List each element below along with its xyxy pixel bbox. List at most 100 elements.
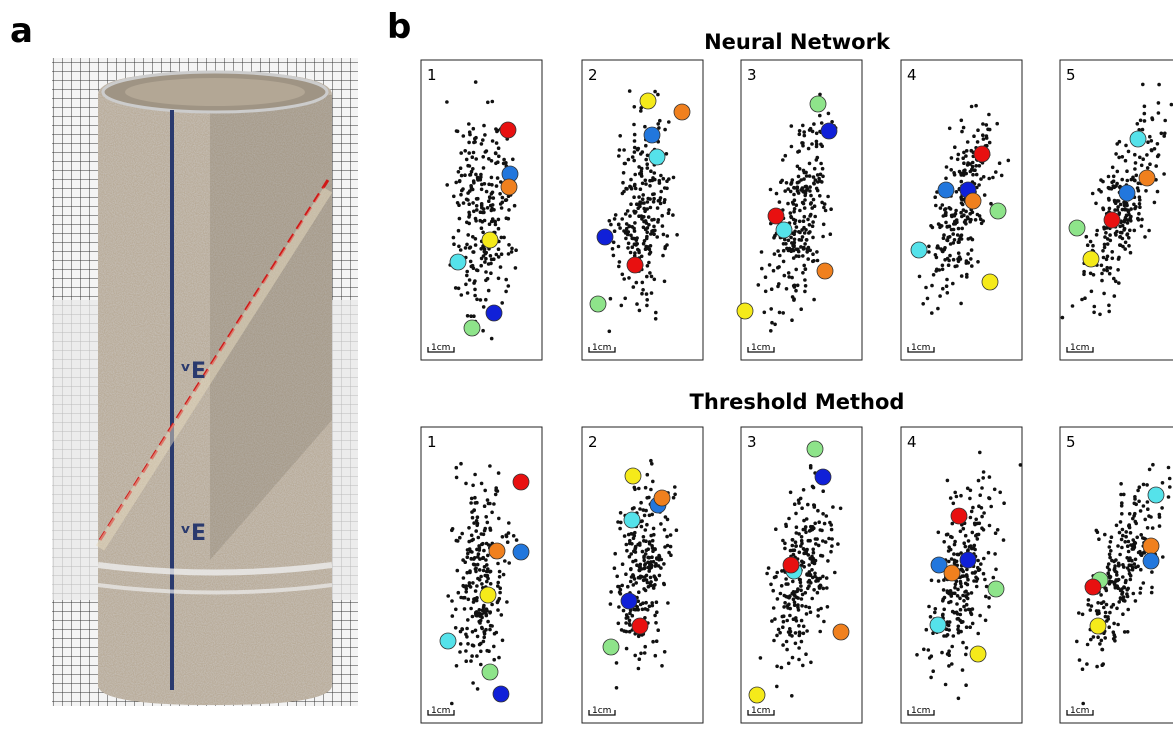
particle — [801, 201, 805, 205]
particle — [819, 528, 823, 532]
particle — [1108, 272, 1112, 276]
particle — [947, 649, 951, 653]
particle — [476, 687, 480, 691]
particle — [791, 656, 795, 660]
particle — [1123, 227, 1127, 231]
particle — [644, 158, 648, 162]
particle — [789, 491, 793, 495]
panel-number: 1 — [427, 66, 437, 84]
particle — [655, 600, 659, 604]
particle — [797, 646, 801, 650]
particle — [782, 242, 786, 246]
particle — [1096, 635, 1100, 639]
particle — [982, 175, 986, 179]
particle — [977, 479, 981, 483]
particle — [962, 161, 966, 165]
particle — [767, 566, 771, 570]
particle — [615, 686, 619, 690]
particle — [998, 491, 1002, 495]
particle — [965, 275, 969, 279]
particle — [507, 208, 511, 212]
particle — [1139, 587, 1143, 591]
particle — [939, 247, 943, 251]
particle — [941, 264, 945, 268]
particle — [650, 462, 654, 466]
particle — [468, 584, 472, 588]
particle — [812, 551, 816, 555]
tracked-particle — [513, 544, 529, 560]
particle — [1150, 586, 1154, 590]
particle — [799, 307, 803, 311]
particle — [973, 523, 977, 527]
particle — [669, 553, 673, 557]
particle — [1098, 313, 1102, 317]
particle — [507, 243, 511, 247]
particle — [803, 242, 807, 246]
scatter-panel: 31cm — [741, 427, 862, 723]
particle — [499, 202, 503, 206]
particle — [490, 209, 494, 213]
particle — [1127, 550, 1131, 554]
particle — [503, 559, 507, 563]
particle — [456, 569, 460, 573]
particle — [1081, 667, 1085, 671]
scale-label: 1cm — [431, 706, 450, 716]
particle — [798, 632, 802, 636]
particle — [950, 662, 954, 666]
particle — [821, 539, 825, 543]
particle — [784, 523, 788, 527]
particle — [1095, 233, 1099, 237]
particle — [775, 665, 779, 669]
particle — [1121, 575, 1125, 579]
particle — [804, 531, 808, 535]
particle — [965, 149, 969, 153]
particle — [647, 223, 651, 227]
particle — [480, 202, 484, 206]
particle — [1156, 142, 1160, 146]
particle — [1146, 500, 1150, 504]
tracked-particle — [911, 242, 927, 258]
particle — [475, 204, 479, 208]
particle — [961, 570, 965, 574]
particle — [974, 104, 978, 108]
particle — [811, 485, 815, 489]
particle — [472, 521, 476, 525]
particle — [478, 548, 482, 552]
particle — [1116, 205, 1120, 209]
particle — [821, 512, 825, 516]
particle — [1106, 237, 1110, 241]
particle — [644, 528, 648, 532]
particle — [785, 619, 789, 623]
particle — [490, 511, 494, 515]
particle — [461, 628, 465, 632]
particle — [465, 635, 469, 639]
particle — [480, 226, 484, 230]
particle — [1136, 489, 1140, 493]
particle — [481, 231, 485, 235]
particle — [1157, 101, 1161, 105]
tracked-particle — [768, 208, 784, 224]
particle — [808, 529, 812, 533]
particle — [618, 226, 622, 230]
particle — [1105, 589, 1109, 593]
particle — [1168, 485, 1172, 489]
particle — [945, 284, 949, 288]
particle — [964, 653, 968, 657]
scale-label: 1cm — [1070, 343, 1089, 353]
particle — [769, 307, 773, 311]
scale-label: 1cm — [1070, 706, 1089, 716]
particle — [1112, 179, 1116, 183]
particle — [652, 200, 656, 204]
particle — [1141, 83, 1145, 87]
particle — [1110, 535, 1114, 539]
particle — [805, 612, 809, 616]
tracked-particle — [944, 565, 960, 581]
particle — [471, 516, 475, 520]
particle — [655, 610, 659, 614]
particle — [619, 588, 623, 592]
particle — [474, 567, 478, 571]
particle — [797, 149, 801, 153]
particle — [961, 641, 965, 645]
particle — [465, 627, 469, 631]
